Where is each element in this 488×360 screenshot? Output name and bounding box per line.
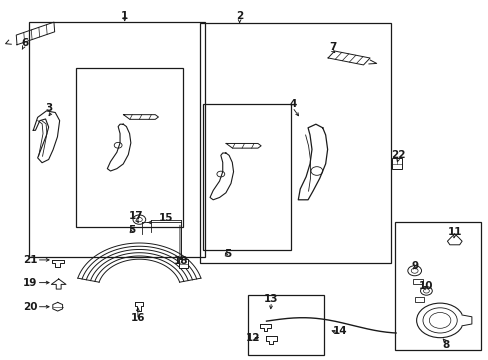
Text: 6: 6: [22, 38, 29, 48]
Text: 20: 20: [23, 302, 38, 312]
Text: 7: 7: [328, 42, 336, 52]
Polygon shape: [225, 144, 261, 148]
Text: 17: 17: [128, 211, 143, 221]
Text: 3: 3: [45, 103, 52, 113]
Polygon shape: [259, 324, 271, 331]
Bar: [76, 68, 183, 227]
Text: 21: 21: [23, 255, 38, 265]
Polygon shape: [327, 51, 369, 65]
Bar: [179, 259, 187, 268]
Circle shape: [428, 312, 450, 328]
Bar: [200, 23, 390, 263]
Polygon shape: [447, 234, 461, 245]
Bar: [29, 22, 205, 257]
Polygon shape: [107, 124, 131, 171]
Text: 2: 2: [236, 11, 243, 21]
Circle shape: [416, 303, 463, 338]
Polygon shape: [298, 124, 327, 200]
Polygon shape: [135, 302, 143, 311]
Text: 16: 16: [130, 312, 145, 323]
Polygon shape: [461, 315, 471, 326]
Circle shape: [422, 308, 456, 333]
Text: 11: 11: [447, 227, 461, 237]
Text: 5: 5: [224, 249, 230, 259]
Text: 4: 4: [289, 99, 297, 109]
Polygon shape: [53, 302, 62, 311]
Bar: [203, 104, 290, 250]
Polygon shape: [210, 153, 233, 200]
Text: 22: 22: [390, 150, 405, 160]
Text: 10: 10: [418, 281, 433, 291]
Bar: [394, 222, 480, 350]
Bar: [412, 279, 422, 284]
Text: 1: 1: [121, 11, 128, 21]
Polygon shape: [51, 279, 66, 289]
Text: 12: 12: [245, 333, 260, 343]
Text: 19: 19: [23, 278, 38, 288]
Bar: [248, 295, 324, 355]
Polygon shape: [265, 336, 277, 344]
Text: 14: 14: [332, 326, 346, 336]
Text: 15: 15: [159, 213, 173, 223]
Text: 13: 13: [264, 294, 278, 304]
Polygon shape: [123, 115, 158, 120]
Text: 5: 5: [128, 225, 135, 235]
Text: 8: 8: [442, 340, 448, 350]
Text: 9: 9: [410, 261, 417, 271]
Polygon shape: [16, 22, 55, 45]
Polygon shape: [33, 111, 60, 163]
Polygon shape: [52, 260, 63, 267]
Bar: [391, 158, 402, 169]
Bar: [414, 297, 424, 302]
Text: 18: 18: [173, 256, 188, 266]
